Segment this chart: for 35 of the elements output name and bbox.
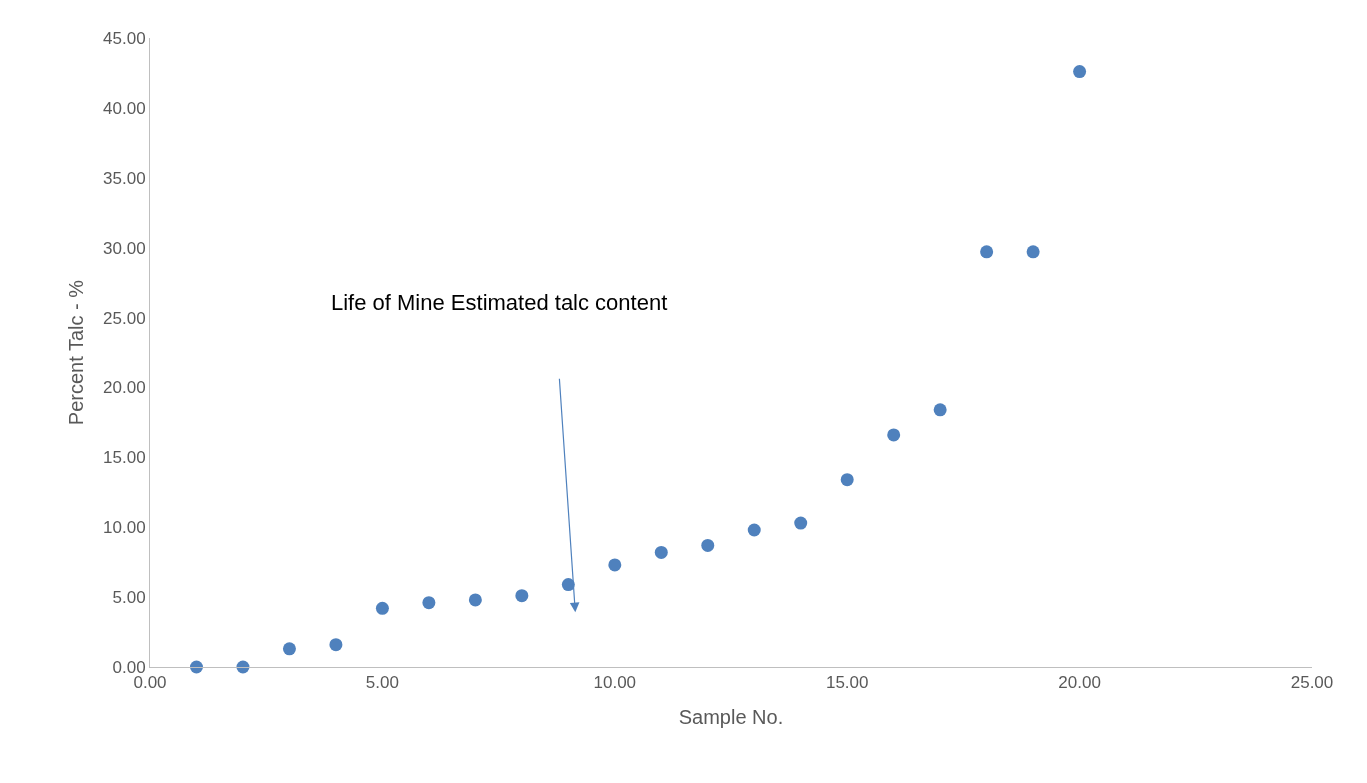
point	[701, 538, 715, 552]
y-tick-label: 40.00	[103, 98, 146, 118]
point	[282, 642, 296, 656]
y-tick-label: 5.00	[112, 588, 146, 608]
point	[329, 638, 343, 652]
point	[654, 545, 668, 559]
y-axis-title: Percent Talc - %	[64, 279, 87, 426]
x-tick-label: 20.00	[1058, 673, 1101, 693]
point	[561, 578, 575, 592]
point	[840, 473, 854, 487]
point	[422, 596, 436, 610]
point	[794, 516, 808, 530]
y-tick-label: 35.00	[103, 168, 146, 188]
x-tick-label: 25.00	[1290, 673, 1334, 693]
point	[375, 601, 389, 615]
point	[980, 245, 994, 259]
point	[515, 589, 529, 603]
y-tick-label: 20.00	[103, 378, 146, 398]
y-tick-label: 10.00	[103, 518, 146, 538]
x-tick-label: 5.00	[365, 673, 399, 693]
y-tick-label: 25.00	[103, 308, 146, 328]
point	[1073, 65, 1087, 79]
point	[747, 523, 761, 537]
point	[933, 403, 947, 417]
point	[1026, 245, 1040, 259]
y-tick-label: 30.00	[103, 238, 146, 258]
point	[887, 428, 901, 442]
annotation: Life of Mine Estimated talc content	[331, 290, 668, 315]
x-tick-label: 10.00	[593, 673, 637, 693]
x-axis-title: Sample No.	[678, 705, 784, 728]
y-tick-label: 15.00	[103, 448, 146, 468]
point	[608, 558, 622, 572]
point	[468, 593, 482, 607]
y-tick-label: 45.00	[103, 28, 146, 48]
x-tick-label: 15.00	[825, 673, 869, 693]
